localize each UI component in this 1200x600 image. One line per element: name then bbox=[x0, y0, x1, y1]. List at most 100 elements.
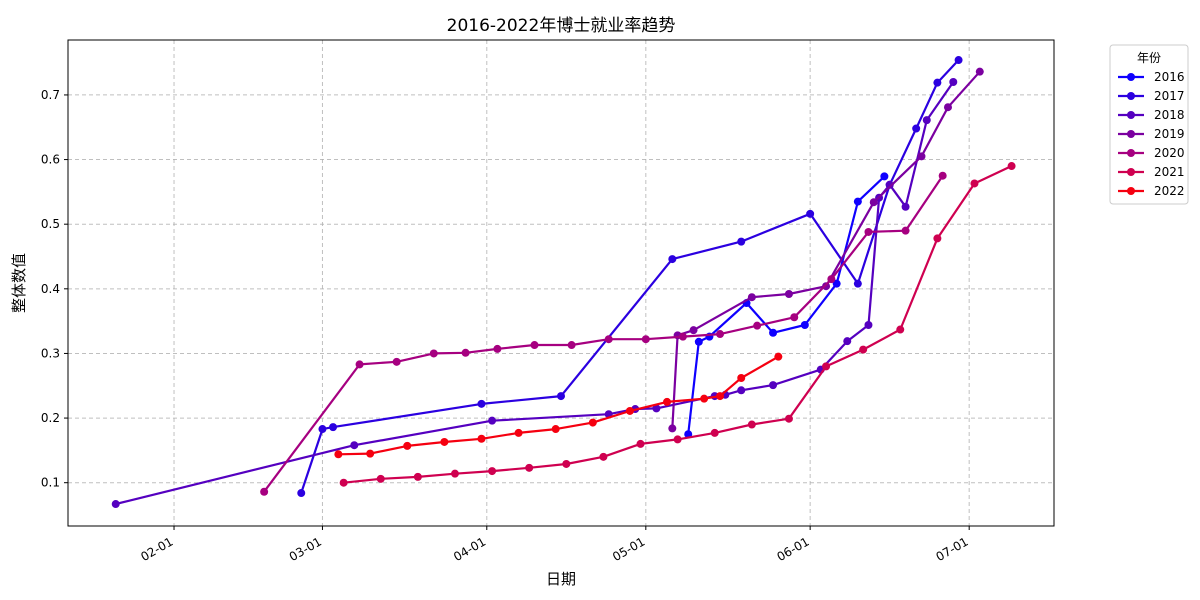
data-point bbox=[488, 467, 497, 476]
data-point bbox=[700, 394, 709, 403]
data-point bbox=[334, 450, 343, 459]
data-point bbox=[588, 418, 597, 427]
data-point bbox=[784, 414, 793, 423]
legend-swatch-marker bbox=[1127, 92, 1135, 100]
data-point bbox=[663, 397, 672, 406]
data-point bbox=[774, 352, 783, 361]
legend-items: 2016 2017 2018 2019 2020 2021 2022 bbox=[1118, 70, 1185, 198]
data-point bbox=[668, 424, 677, 433]
data-point bbox=[392, 357, 401, 366]
data-point bbox=[954, 56, 963, 65]
data-point bbox=[355, 360, 364, 369]
chart-title: 2016-2022年博士就业率趋势 bbox=[447, 16, 676, 36]
data-point bbox=[790, 313, 799, 322]
legend-label: 2019 bbox=[1154, 127, 1185, 141]
legend-swatch-marker bbox=[1127, 168, 1135, 176]
data-point bbox=[694, 337, 703, 346]
data-point bbox=[869, 198, 878, 207]
data-point bbox=[864, 227, 873, 236]
series-2022 bbox=[334, 352, 783, 459]
data-point bbox=[822, 282, 831, 291]
data-point bbox=[784, 289, 793, 298]
data-point bbox=[625, 406, 634, 415]
data-point bbox=[716, 392, 725, 401]
legend-label: 2021 bbox=[1154, 165, 1185, 179]
data-point bbox=[769, 328, 778, 337]
data-point bbox=[753, 321, 762, 330]
data-point bbox=[350, 441, 359, 450]
data-point bbox=[260, 487, 269, 496]
series-2018 bbox=[111, 78, 958, 509]
data-point bbox=[678, 332, 687, 341]
series-line bbox=[115, 81, 955, 506]
legend-item: 2020 bbox=[1118, 146, 1185, 160]
data-point bbox=[429, 349, 438, 358]
data-point bbox=[599, 452, 608, 461]
data-point bbox=[822, 362, 831, 371]
y-tick-label: 0.7 bbox=[41, 88, 60, 102]
legend-label: 2017 bbox=[1154, 89, 1185, 103]
data-point bbox=[376, 474, 385, 483]
data-point bbox=[403, 441, 412, 450]
data-point bbox=[339, 478, 348, 487]
data-point bbox=[514, 428, 523, 437]
legend-label: 2020 bbox=[1154, 146, 1185, 160]
data-point bbox=[668, 255, 677, 264]
data-point bbox=[800, 321, 809, 330]
data-point bbox=[853, 197, 862, 206]
data-point bbox=[551, 425, 560, 434]
plot-area bbox=[67, 39, 1055, 527]
data-point bbox=[806, 209, 815, 218]
data-point bbox=[488, 416, 497, 425]
series-group bbox=[111, 56, 1016, 509]
series-2020 bbox=[260, 171, 947, 496]
data-point bbox=[880, 172, 889, 181]
legend-item: 2016 bbox=[1118, 70, 1185, 84]
data-point bbox=[832, 279, 841, 288]
data-point bbox=[769, 381, 778, 390]
data-point bbox=[975, 67, 984, 76]
data-point bbox=[716, 330, 725, 339]
data-point bbox=[477, 434, 486, 443]
data-point bbox=[477, 399, 486, 408]
y-tick-label: 0.6 bbox=[41, 153, 60, 167]
legend-swatch-marker bbox=[1127, 73, 1135, 81]
data-point bbox=[933, 78, 942, 87]
series-2021 bbox=[339, 162, 1016, 487]
legend-item: 2019 bbox=[1118, 127, 1185, 141]
data-point bbox=[885, 180, 894, 189]
legend-swatch-marker bbox=[1127, 111, 1135, 119]
data-point bbox=[567, 341, 576, 350]
y-tick-label: 0.3 bbox=[41, 346, 60, 360]
data-point bbox=[366, 449, 375, 458]
data-point bbox=[557, 392, 565, 401]
series-2019 bbox=[668, 67, 984, 433]
data-point bbox=[922, 116, 931, 125]
series-line bbox=[671, 70, 981, 429]
legend-label: 2016 bbox=[1154, 70, 1185, 84]
legend-item: 2021 bbox=[1118, 165, 1185, 179]
data-point bbox=[843, 337, 852, 346]
data-point bbox=[562, 459, 571, 468]
data-point bbox=[297, 489, 306, 498]
legend-swatch-marker bbox=[1127, 149, 1135, 157]
data-point bbox=[652, 404, 661, 413]
data-point bbox=[943, 103, 952, 112]
data-point bbox=[970, 179, 979, 188]
legend-swatch-marker bbox=[1127, 187, 1135, 195]
legend-item: 2022 bbox=[1118, 184, 1185, 198]
data-point bbox=[853, 279, 862, 288]
data-point bbox=[737, 237, 746, 246]
data-point bbox=[938, 171, 947, 180]
data-point bbox=[901, 226, 910, 235]
data-point bbox=[525, 463, 534, 472]
legend-title: 年份 bbox=[1137, 51, 1161, 65]
data-point bbox=[461, 348, 470, 357]
series-line bbox=[263, 175, 944, 493]
y-tick-label: 0.1 bbox=[41, 476, 60, 490]
data-point bbox=[641, 335, 650, 344]
data-point bbox=[530, 341, 539, 350]
data-point bbox=[636, 439, 645, 448]
data-point bbox=[912, 124, 921, 133]
